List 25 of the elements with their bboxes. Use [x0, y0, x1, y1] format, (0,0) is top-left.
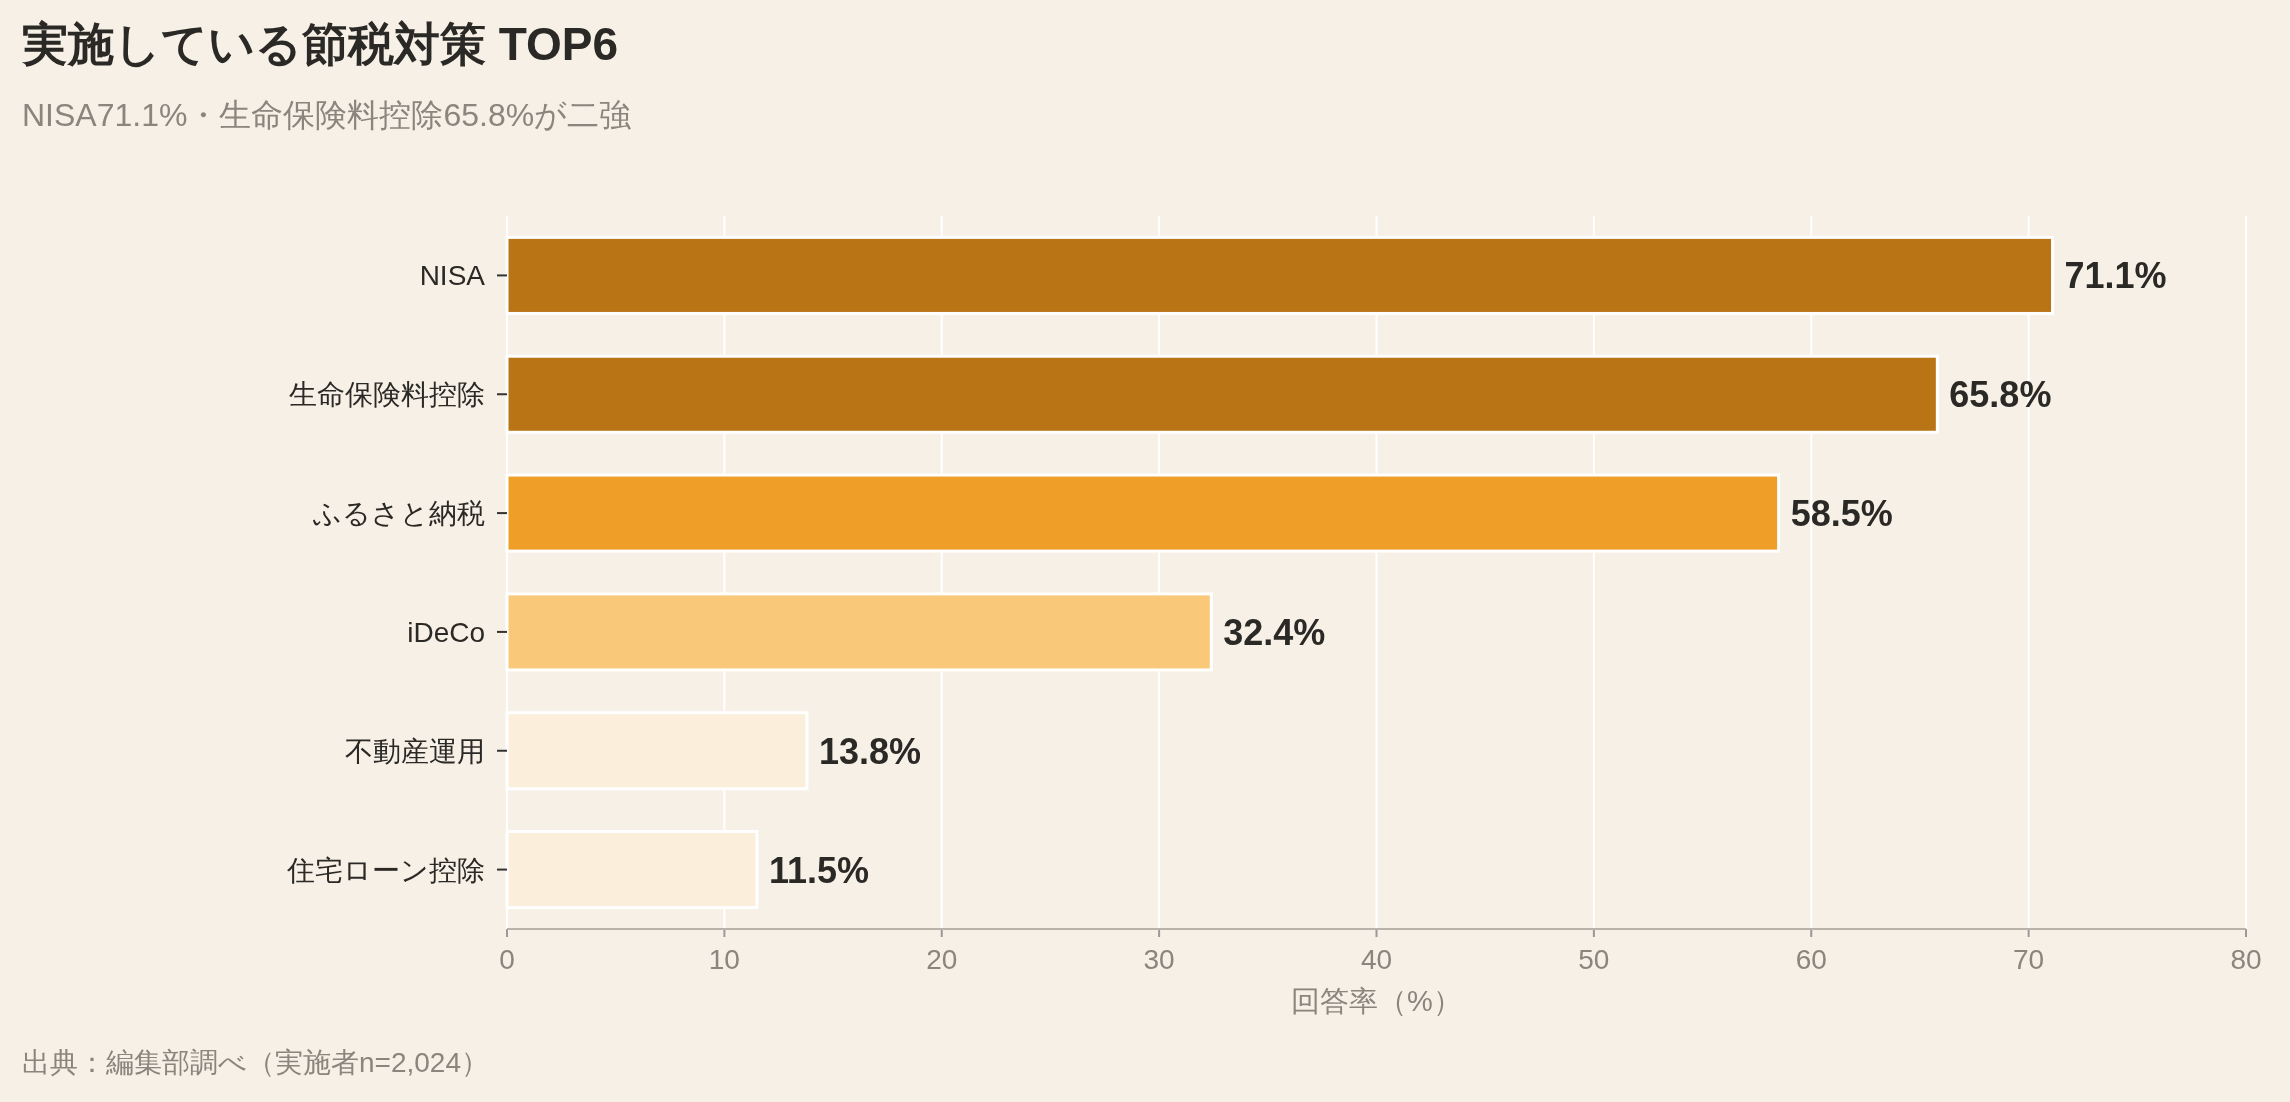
x-tick-label: 30 — [1143, 944, 1175, 975]
y-tick-label: iDeCo — [407, 616, 485, 648]
y-tick-label: 住宅ローン控除 — [286, 854, 485, 886]
y-tick-label: ふるさと納税 — [312, 498, 485, 530]
x-tick-label: 10 — [708, 944, 740, 975]
data-label: 32.4% — [1223, 611, 1326, 653]
x-tick-label: 80 — [2230, 944, 2262, 975]
data-label: 71.1% — [2064, 255, 2167, 297]
x-tick-label: 50 — [1578, 944, 1610, 975]
x-tick-label: 60 — [1795, 944, 1827, 975]
data-label: 58.5% — [1790, 493, 1893, 535]
data-label: 11.5% — [768, 849, 870, 891]
data-label: 65.8% — [1949, 374, 2052, 416]
y-tick-label: 生命保険料控除 — [289, 379, 485, 411]
data-label: 13.8% — [818, 730, 922, 772]
source-note: 出典：編集部調べ（実施者n=2,024） — [22, 1047, 489, 1078]
y-tick-label: 不動産運用 — [345, 735, 485, 767]
x-axis-title: 回答率（%） — [1291, 985, 1462, 1017]
x-tick-label: 40 — [1360, 944, 1393, 975]
x-tick-label: 20 — [926, 944, 958, 975]
y-tick-label: NISA — [419, 260, 486, 292]
chart-title: 実施している節税対策 TOP6 — [21, 18, 619, 70]
chart-subtitle: NISA71.1%・生命保険料控除65.8%が二強 — [22, 97, 632, 133]
x-tick-label: 0 — [499, 944, 515, 975]
x-tick-label: 70 — [2013, 944, 2045, 975]
